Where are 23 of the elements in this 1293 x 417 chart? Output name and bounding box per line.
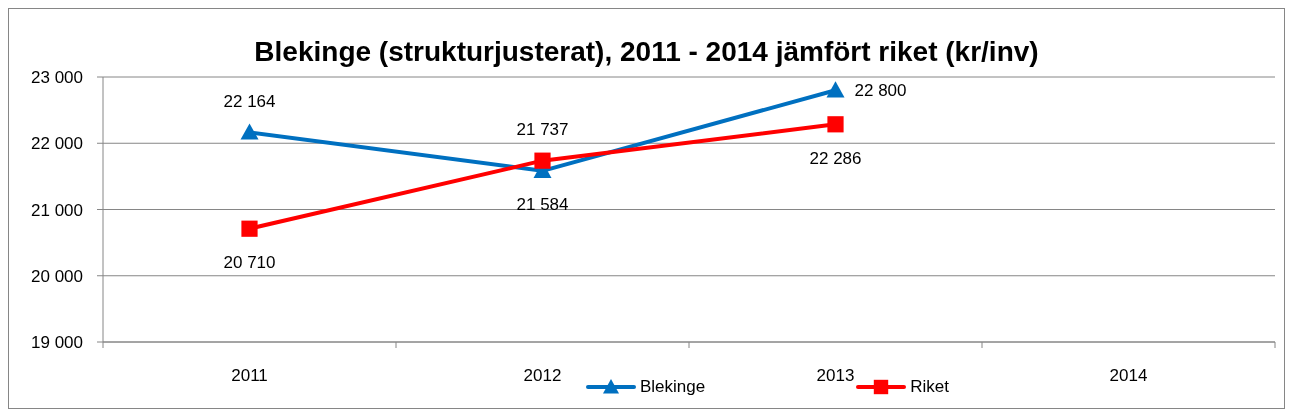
legend-label: Riket [910,377,949,397]
y-tick-label: 22 000 [31,134,83,154]
point [534,152,551,169]
data-label: 20 710 [223,253,276,273]
point [240,123,259,140]
x-tick-label: 2012 [523,366,562,385]
y-tick-label: 19 000 [31,333,83,353]
chart-title: Blekinge (strukturjusterat), 2011 - 2014 jämfört riket (kr/inv) [253,35,1040,69]
point [826,81,845,98]
y-tick-label: 23 000 [31,68,83,88]
point [241,220,258,237]
x-tick-label: 2014 [1109,366,1148,385]
y-tick-label: 21 000 [31,200,83,220]
data-label: 22 800 [854,80,907,100]
x-tick-label: 2011 [231,366,268,385]
data-label: 22 286 [809,148,862,168]
x-tick-label: 2013 [816,366,855,385]
y-tick-label: 20 000 [31,266,83,286]
point [827,116,844,133]
legend-label: Blekinge [640,377,706,397]
data-label: 22 164 [223,91,276,111]
data-label: 21 737 [516,120,569,140]
data-label: 21 584 [516,195,569,215]
